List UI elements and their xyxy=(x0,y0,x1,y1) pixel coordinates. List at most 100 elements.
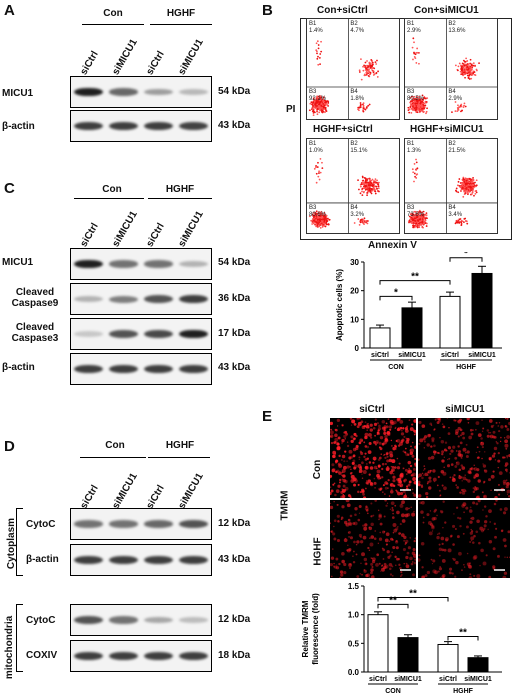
quadrant-label: B3 80.5% xyxy=(407,89,425,102)
bar xyxy=(471,272,493,349)
panel-c-label: C xyxy=(4,180,15,197)
flow-plot: B1 1.0% B2 15.1% B3 80.6% B4 3.2% xyxy=(306,138,400,234)
section-bracket xyxy=(16,604,23,672)
row-label: CytoC xyxy=(26,615,56,626)
apoptotic-cells-chart: 0 10 20 30 Apoptotic cells (%) siCtrl siMICU1 s… xyxy=(335,252,502,371)
blot-band xyxy=(109,616,138,624)
column-label: siCtrl xyxy=(359,404,385,415)
group-label: CON xyxy=(385,688,401,695)
flow-x-axis-label: Annexin V xyxy=(368,240,417,251)
group-bar-con xyxy=(80,457,146,458)
section-label-mitochondria: mitochondria xyxy=(4,615,16,680)
y-tick-label: 30 xyxy=(350,258,359,267)
significance-bracket xyxy=(377,596,449,602)
blot-band xyxy=(109,555,138,565)
bar xyxy=(397,637,419,673)
blot-band xyxy=(179,121,208,131)
quadrant-label: B3 92.1% xyxy=(309,89,327,102)
panel-a-label: A xyxy=(4,2,15,19)
panel-e-label: E xyxy=(262,408,273,425)
x-tick-label: siCtrl xyxy=(441,352,459,359)
western-blot-strip xyxy=(70,283,212,315)
flow-y-axis-label: PI xyxy=(286,104,296,115)
y-tick-label: 1.0 xyxy=(348,611,360,620)
blot-band xyxy=(74,555,103,565)
significance-marker: ** xyxy=(459,627,467,638)
blot-band xyxy=(109,88,138,96)
quadrant-label: B2 15.1% xyxy=(350,141,368,154)
blot-band xyxy=(74,364,103,374)
blot-band xyxy=(144,651,173,661)
y-axis-label: Relative TMRM xyxy=(301,600,310,657)
group-bar-con xyxy=(74,198,144,199)
kda-label: 54 kDa xyxy=(218,257,251,268)
blot-band xyxy=(74,259,103,269)
panel-b-label: B xyxy=(262,2,273,19)
y-axis-label: Apoptotic cells (%) xyxy=(335,269,344,341)
western-blot-strip xyxy=(70,353,212,385)
bar xyxy=(437,643,459,673)
y-tick-label: 1.5 xyxy=(348,582,360,591)
western-blot-strip xyxy=(70,604,212,636)
western-blot-strip xyxy=(70,110,212,142)
y-tick-label: 0.5 xyxy=(348,639,360,648)
group-label: CON xyxy=(388,364,404,371)
row-label: Cleaved Caspase3 xyxy=(11,322,59,344)
blot-band xyxy=(74,331,103,337)
lane-label: siCtrl xyxy=(144,483,167,511)
blot-band xyxy=(74,520,103,528)
tmrm-fluorescence-chart: 0.0 0.5 1.0 1.5 Relative TMRM fluorescence (f… xyxy=(301,582,502,695)
row-label: CytoC xyxy=(26,519,56,530)
group-label: HGHF xyxy=(456,364,477,371)
blot-band xyxy=(144,616,173,624)
quadrant-label: B4 3.4% xyxy=(448,204,463,218)
section-bracket xyxy=(16,508,23,576)
group-label-hghf: HGHF xyxy=(166,8,196,19)
flow-title: Con+siCtrl xyxy=(317,5,368,16)
quadrant-label: B2 21.5% xyxy=(448,141,466,154)
row-label: Cleaved Caspase9 xyxy=(11,287,59,309)
bar xyxy=(369,327,391,349)
kda-label: 54 kDa xyxy=(218,86,251,97)
significance-bracket xyxy=(377,603,409,609)
quadrant-label: B4 3.2% xyxy=(350,204,365,218)
group-bar-con xyxy=(82,24,144,25)
tmrm-micrograph xyxy=(330,500,416,578)
blot-band xyxy=(74,296,103,302)
y-tick-label: 0.0 xyxy=(348,668,360,677)
tmrm-micrograph xyxy=(330,418,416,498)
blot-band xyxy=(179,89,208,95)
quadrant-label: B1 2.9% xyxy=(407,21,421,34)
blot-band xyxy=(144,295,173,303)
kda-label: 43 kDa xyxy=(218,120,251,131)
kda-label: 36 kDa xyxy=(218,293,251,304)
blot-band xyxy=(109,295,138,303)
lane-label: siMICU1 xyxy=(176,209,206,249)
flow-title: HGHF+siCtrl xyxy=(313,124,373,135)
blot-band xyxy=(74,651,103,661)
y-axis-label: fluorescence (fold) xyxy=(311,593,320,665)
bar xyxy=(439,295,461,349)
row-label: MICU1 xyxy=(2,88,34,99)
bar xyxy=(467,657,489,673)
group-bar-hghf xyxy=(150,24,212,25)
kda-label: 18 kDa xyxy=(218,650,251,661)
quadrant-label: B4 2.9% xyxy=(448,89,463,102)
lane-label: siMICU1 xyxy=(176,37,206,77)
blot-band xyxy=(179,261,208,267)
blot-band xyxy=(179,294,208,304)
blot-band xyxy=(144,88,173,96)
blot-band xyxy=(179,651,208,661)
lane-label: siCtrl xyxy=(78,49,101,77)
x-tick-label: siMICU1 xyxy=(468,352,496,359)
x-tick-label: siMICU1 xyxy=(398,352,426,359)
y-tick-label: 20 xyxy=(350,287,359,296)
significance-bracket xyxy=(379,280,451,285)
blot-band xyxy=(144,260,173,268)
panel-d-label: D xyxy=(4,438,15,455)
quadrant-label: B1 1.0% xyxy=(309,141,323,154)
flow-plot: B1 1.4% B2 4.7% B3 92.1% B4 1.8% xyxy=(306,18,400,120)
lane-label: siMICU1 xyxy=(110,37,140,77)
lane-label: siCtrl xyxy=(78,221,101,249)
significance-marker: * xyxy=(394,287,398,298)
